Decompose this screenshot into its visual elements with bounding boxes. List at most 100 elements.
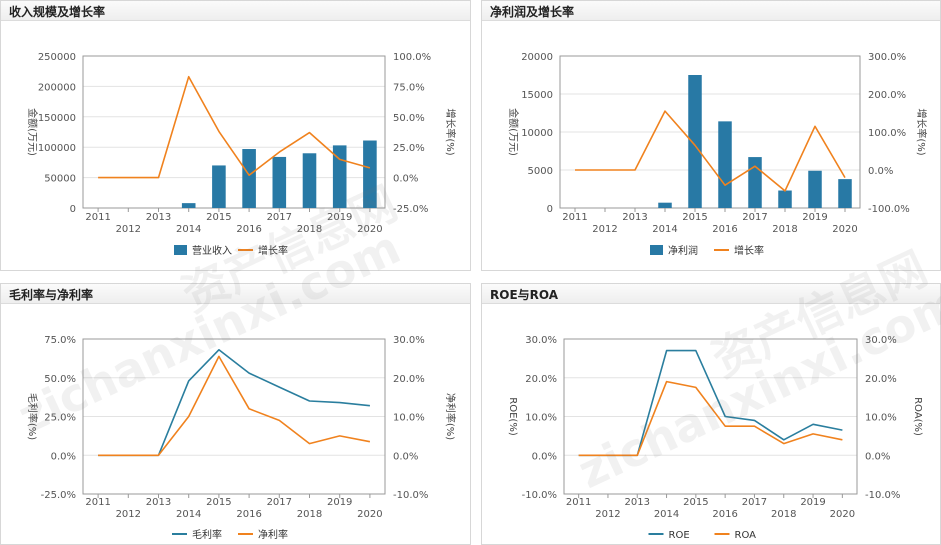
x-tick-label: 2019 [327,497,352,508]
legend-label: ROE [669,530,690,541]
y-tick-label: 10.0% [525,413,557,424]
x-tick-label: 2020 [830,509,855,520]
x-tick-label: 2016 [236,509,261,520]
x-tick-label: 2017 [742,212,767,223]
x-tick-label: 2016 [712,509,737,520]
y-tick-label: 25.0% [44,413,76,424]
x-tick-label: 2012 [116,509,141,520]
y-tick-label: -10.0% [522,490,557,501]
y-tick-label: 50000 [44,174,76,185]
x-tick-label: 2017 [267,212,292,223]
bar [272,156,287,208]
legend-label: 增长率 [258,244,288,257]
x-tick-label: 2013 [146,212,171,223]
panel-title: 毛利率与净利率 [9,288,94,302]
x-tick-label: 2019 [800,497,825,508]
bar [718,121,732,208]
x-tick-label: 2018 [297,224,322,235]
bar [181,203,196,208]
panel-title: 净利润及增长率 [490,5,575,19]
x-tick-label: 2018 [297,509,322,520]
legend-swatch [174,245,187,255]
panel-header: ROE与ROA [482,284,940,304]
y2-tick-label: 10.0% [393,413,425,424]
legend-label: 营业收入 [192,244,232,257]
x-tick-label: 2016 [236,224,261,235]
y-axis-title: ROE(%) [507,397,518,436]
x-tick-label: 2011 [85,497,110,508]
y-tick-label: 200000 [38,82,76,93]
plot-frame [559,55,861,209]
panel-revenue: 收入规模及增长率 0 50000 100000 150000 200000 250000 -… [0,0,471,271]
x-tick-label: 2016 [712,224,737,235]
bar [778,190,792,208]
y2-axis-title: 增长率(%) [915,108,928,155]
x-tick-label: 2020 [357,224,382,235]
series-line [575,110,846,192]
y2-tick-label: 300.0% [868,52,906,63]
legend-label: 毛利率 [192,528,222,541]
x-tick-label: 2014 [652,224,677,235]
y-tick-label: -25.0% [41,490,76,501]
y2-tick-label: -25.0% [393,204,428,215]
y2-tick-label: 0.0% [868,166,893,177]
y2-axis-title: ROA(%) [912,397,923,436]
y2-tick-label: 20.0% [393,374,425,385]
legend-swatch [650,245,663,255]
panel-header: 毛利率与净利率 [1,284,470,304]
y-tick-label: 75.0% [44,335,76,346]
netprofit-chart: 0 5000 10000 15000 20000 -100.0% 0.0% 100.0% 200… [507,52,928,257]
revenue-chart: 0 50000 100000 150000 200000 250000 -25.0% 0.0%… [26,52,457,257]
x-tick-label: 2017 [267,497,292,508]
margins-chart: -25.0% 0.0% 25.0% 50.0% 75.0% -10.0% 0.0% 10.0%… [26,335,457,541]
y2-tick-label: -100.0% [868,204,910,215]
y2-axis-title: 净利率(%) [444,393,457,440]
x-tick-label: 2015 [206,212,231,223]
x-tick-label: 2020 [357,509,382,520]
bar [212,165,226,208]
y2-tick-label: 25.0% [393,143,425,154]
y-tick-label: 50.0% [44,374,76,385]
x-tick-label: 2011 [85,212,110,223]
plot-frame [563,338,858,495]
y2-tick-label: 0.0% [393,174,418,185]
series-line [98,75,371,179]
y-tick-label: 100000 [38,143,76,154]
plot-frame [82,55,386,209]
panel-title: 收入规模及增长率 [9,5,106,19]
y2-tick-label: -10.0% [393,490,428,501]
bar [688,75,702,208]
series-line [98,349,370,457]
y-tick-label: 150000 [38,113,76,124]
y2-tick-label: 200.0% [868,90,906,101]
legend-label: 增长率 [734,244,764,257]
x-tick-label: 2013 [625,497,650,508]
x-tick-label: 2014 [654,509,679,520]
y2-tick-label: 0.0% [393,451,418,462]
legend-label: 净利率 [258,528,288,541]
y-tick-label: 0.0% [532,451,557,462]
y-tick-label: 5000 [528,166,553,177]
x-tick-label: 2019 [327,212,352,223]
x-tick-label: 2015 [683,497,708,508]
x-tick-label: 2014 [176,509,201,520]
bar [302,153,317,208]
x-tick-label: 2018 [771,509,796,520]
bar [838,179,852,208]
x-tick-label: 2011 [566,497,591,508]
y-tick-label: 0.0% [51,451,76,462]
y-tick-label: 30.0% [525,335,557,346]
y2-tick-label: 10.0% [865,413,897,424]
bar [242,149,256,208]
x-tick-label: 2012 [595,509,620,520]
y-tick-label: 20000 [521,52,553,63]
y2-tick-label: 30.0% [393,335,425,346]
y2-tick-label: 30.0% [865,335,897,346]
y2-tick-label: 75.0% [393,82,425,93]
y2-tick-label: 0.0% [865,451,890,462]
legend-label: ROA [735,530,757,541]
x-tick-label: 2018 [772,224,797,235]
y-tick-label: 0 [70,204,76,215]
y2-tick-label: -10.0% [865,490,900,501]
panel-title: ROE与ROA [490,288,559,302]
